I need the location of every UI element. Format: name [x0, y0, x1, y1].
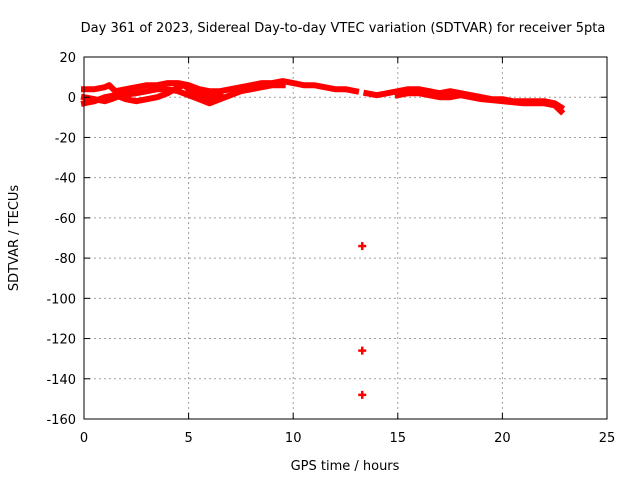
y-tick-label: -120	[46, 333, 76, 348]
y-tick-label: -160	[46, 413, 76, 428]
series-band-a	[81, 78, 360, 95]
y-tick-label: 20	[59, 51, 76, 66]
y-tick-label: -40	[55, 172, 76, 187]
x-tick-label: 5	[184, 431, 192, 446]
y-axis-label: SDTVAR / TECUs	[7, 185, 22, 292]
x-tick-label: 15	[390, 431, 407, 446]
y-tick-label: -140	[46, 373, 76, 388]
data-points	[80, 78, 566, 399]
y-tick-label: -80	[55, 252, 76, 267]
grid-lines	[84, 57, 607, 419]
series-band-e	[394, 90, 566, 116]
x-tick-label: 0	[80, 431, 88, 446]
plot-frame	[83, 56, 608, 420]
y-tick-label: -60	[55, 212, 76, 227]
x-tick-label: 20	[494, 431, 511, 446]
axis-ticks: 20 0 -20 -40 -60 -80 -100 -120 -140 -160 0 5 10 15 20 2…	[46, 51, 615, 446]
y-tick-label: -100	[46, 292, 76, 307]
x-tick-label: 10	[285, 431, 302, 446]
outlier-point	[358, 390, 367, 399]
chart-title: Day 361 of 2023, Sidereal Day-to-day VTE…	[81, 21, 606, 36]
x-tick-label: 25	[599, 431, 616, 446]
y-tick-label: -20	[55, 131, 76, 146]
outlier-point	[358, 242, 367, 251]
x-axis-label: GPS time / hours	[291, 459, 400, 474]
outlier-point	[358, 346, 367, 355]
y-tick-label: 0	[68, 91, 76, 106]
series-band-c	[80, 82, 224, 107]
